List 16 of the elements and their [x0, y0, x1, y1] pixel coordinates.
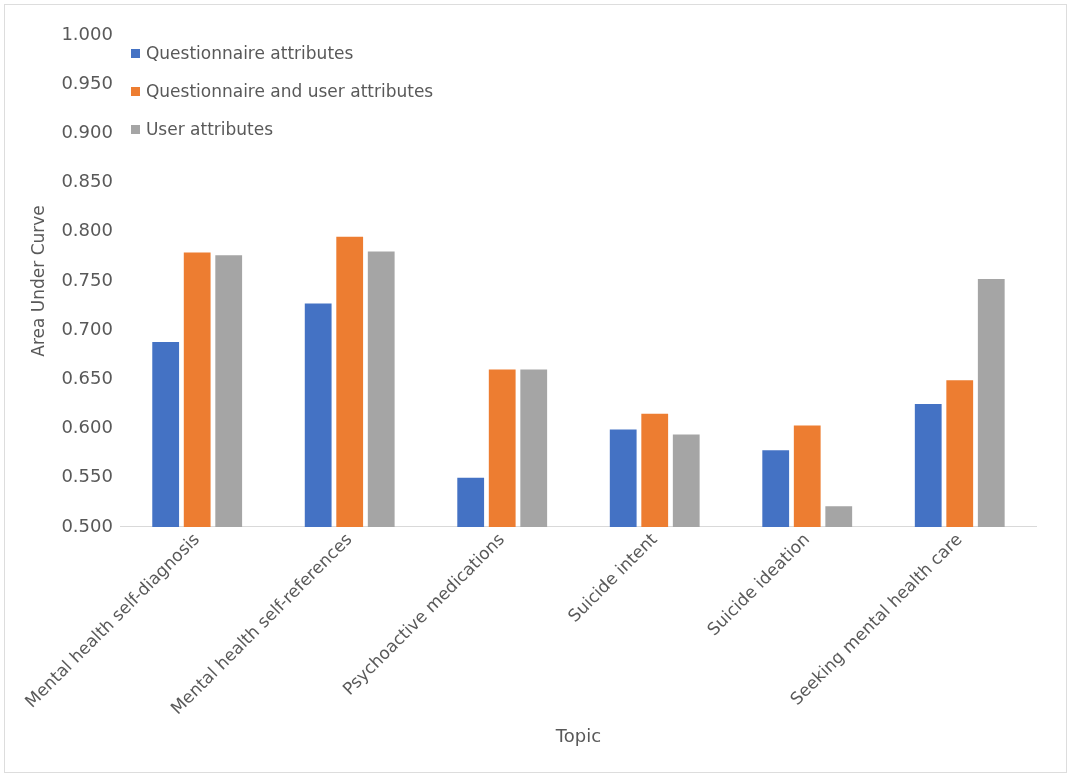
y-axis-title: Area Under Curve — [27, 205, 48, 357]
y-tick-label: 0.650 — [61, 367, 113, 388]
legend-label: User attributes — [145, 119, 274, 139]
y-tick-label: 0.750 — [61, 268, 113, 290]
y-tick-label: 0.700 — [61, 317, 113, 339]
y-tick-label: 1.000 — [61, 22, 113, 44]
legend-label: Questionnaire attributes — [145, 43, 354, 63]
y-tick-label: 0.600 — [61, 416, 113, 438]
y-tick-label: 0.850 — [61, 170, 113, 192]
y-tick-label: 0.800 — [61, 219, 113, 241]
x-axis-title: Topic — [554, 724, 602, 746]
y-tick-label: 0.500 — [61, 514, 113, 536]
y-tick-label: 0.550 — [61, 465, 113, 487]
legend-label: Questionnaire and user attributes — [145, 81, 434, 101]
y-tick-label: 0.900 — [61, 121, 113, 143]
y-tick-label: 0.950 — [61, 71, 113, 93]
